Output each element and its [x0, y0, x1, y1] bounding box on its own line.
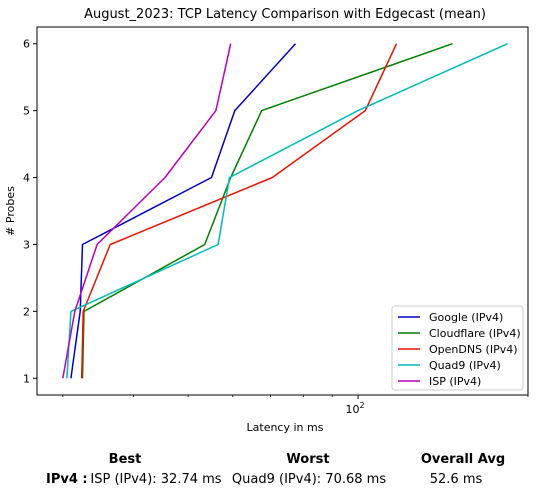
series-line-3	[66, 43, 508, 379]
y-axis: 1 2 3 4 5 6	[23, 38, 37, 385]
legend-box	[391, 305, 524, 391]
series-line-2	[80, 43, 398, 379]
chart-title: August_2023: TCP Latency Comparison with…	[84, 7, 486, 22]
series-line-0	[70, 43, 297, 379]
series-layer	[62, 42, 508, 379]
series-line-1	[81, 42, 453, 379]
y-tick-label: 1	[23, 372, 30, 385]
y-axis-label: # Probes	[4, 186, 17, 236]
y-tick-label: 2	[23, 305, 30, 318]
legend-label: ISP (IPv4)	[429, 375, 481, 388]
series-line-4	[62, 43, 232, 379]
y-tick-label: 3	[23, 238, 30, 251]
y-tick-label: 6	[23, 38, 30, 51]
y-tick-label: 4	[23, 172, 30, 185]
legend-label: Cloudflare (IPv4)	[429, 327, 521, 340]
y-tick-label: 5	[23, 105, 30, 118]
x-axis-label: Latency in ms	[247, 421, 324, 434]
legend-label: Quad9 (IPv4)	[429, 359, 501, 372]
legend-label: OpenDNS (IPv4)	[429, 343, 518, 356]
plot-frame	[36, 26, 529, 396]
x-tick-label: 102	[345, 401, 364, 416]
x-axis: 102	[62, 395, 529, 416]
legend-label: Google (IPv4)	[429, 311, 503, 324]
legend: Google (IPv4) Cloudflare (IPv4) OpenDNS (I…	[391, 305, 524, 391]
